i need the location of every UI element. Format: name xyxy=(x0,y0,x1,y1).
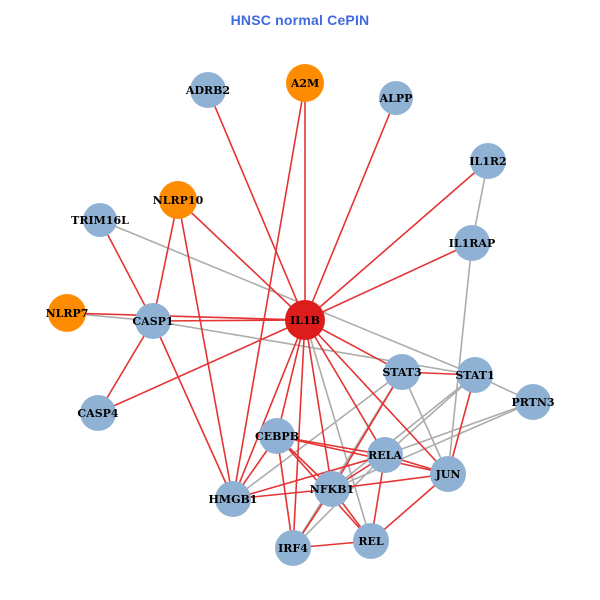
node-HMGB1[interactable] xyxy=(215,481,251,517)
edge-CEBPB-RELA xyxy=(276,435,386,456)
edge-IL1B-JUN xyxy=(304,319,449,475)
edge-TRIM16L-CASP1 xyxy=(99,219,154,322)
edge-CASP1-HMGB1 xyxy=(152,320,234,500)
edge-TRIM16L-STAT1 xyxy=(99,219,476,376)
node-CASP4[interactable] xyxy=(80,395,116,431)
edge-IL1B-REL xyxy=(304,319,372,542)
node-NLRP10[interactable] xyxy=(159,181,197,219)
edge-STAT3-NFKB1 xyxy=(331,371,403,490)
node-CASP1[interactable] xyxy=(135,303,171,339)
edge-IL1B-NFKB1 xyxy=(304,319,333,490)
edge-NLRP10-CASP1 xyxy=(152,199,179,322)
edge-IL1B-HMGB1 xyxy=(232,319,306,500)
edge-IL1B-IL1RAP xyxy=(304,242,473,321)
edge-PRTN3-RELA xyxy=(384,401,534,456)
node-STAT3[interactable] xyxy=(384,354,420,390)
node-REL[interactable] xyxy=(353,523,389,559)
node-NLRP7[interactable] xyxy=(48,294,86,332)
edge-CEBPB-IRF4 xyxy=(276,435,294,549)
edge-IL1B-ALPP xyxy=(304,97,397,321)
node-IL1B[interactable] xyxy=(285,300,325,340)
node-CEBPB[interactable] xyxy=(259,418,295,454)
edge-IL1B-ADRB2 xyxy=(207,89,306,321)
node-ALPP[interactable] xyxy=(379,81,413,115)
edge-STAT1-RELA xyxy=(384,374,476,456)
node-IL1RAP[interactable] xyxy=(454,225,490,261)
edge-NLRP10-HMGB1 xyxy=(177,199,234,500)
edge-IL1B-CASP4 xyxy=(97,319,306,414)
edge-NFKB1-JUN xyxy=(331,473,449,490)
plot-title: HNSC normal CePIN xyxy=(230,12,370,28)
edge-IL1B-NLRP7 xyxy=(66,312,306,321)
edge-A2M-HMGB1 xyxy=(232,82,306,500)
edge-IL1B-IRF4 xyxy=(292,319,306,549)
node-STAT1[interactable] xyxy=(457,357,493,393)
edge-STAT1-NFKB1 xyxy=(331,374,476,490)
edge-CEBPB-JUN xyxy=(276,435,449,475)
node-IRF4[interactable] xyxy=(275,530,311,566)
node-RELA[interactable] xyxy=(367,437,403,473)
edge-IL1B-NLRP10 xyxy=(177,199,306,321)
edge-IL1RAP-JUN xyxy=(447,242,473,475)
edge-RELA-HMGB1 xyxy=(232,454,386,500)
edge-STAT3-JUN xyxy=(401,371,449,475)
edge-IL1B-CASP1 xyxy=(152,319,306,322)
node-A2M[interactable] xyxy=(286,64,324,102)
edge-IL1B-IL1R2 xyxy=(304,160,489,321)
nodes-layer xyxy=(48,64,551,566)
node-ADRB2[interactable] xyxy=(190,72,226,108)
node-NFKB1[interactable] xyxy=(314,471,350,507)
edge-IL1B-RELA xyxy=(304,319,386,456)
node-TRIM16L[interactable] xyxy=(83,203,117,237)
node-IL1R2[interactable] xyxy=(470,143,506,179)
node-PRTN3[interactable] xyxy=(515,384,551,420)
node-JUN[interactable] xyxy=(430,456,466,492)
